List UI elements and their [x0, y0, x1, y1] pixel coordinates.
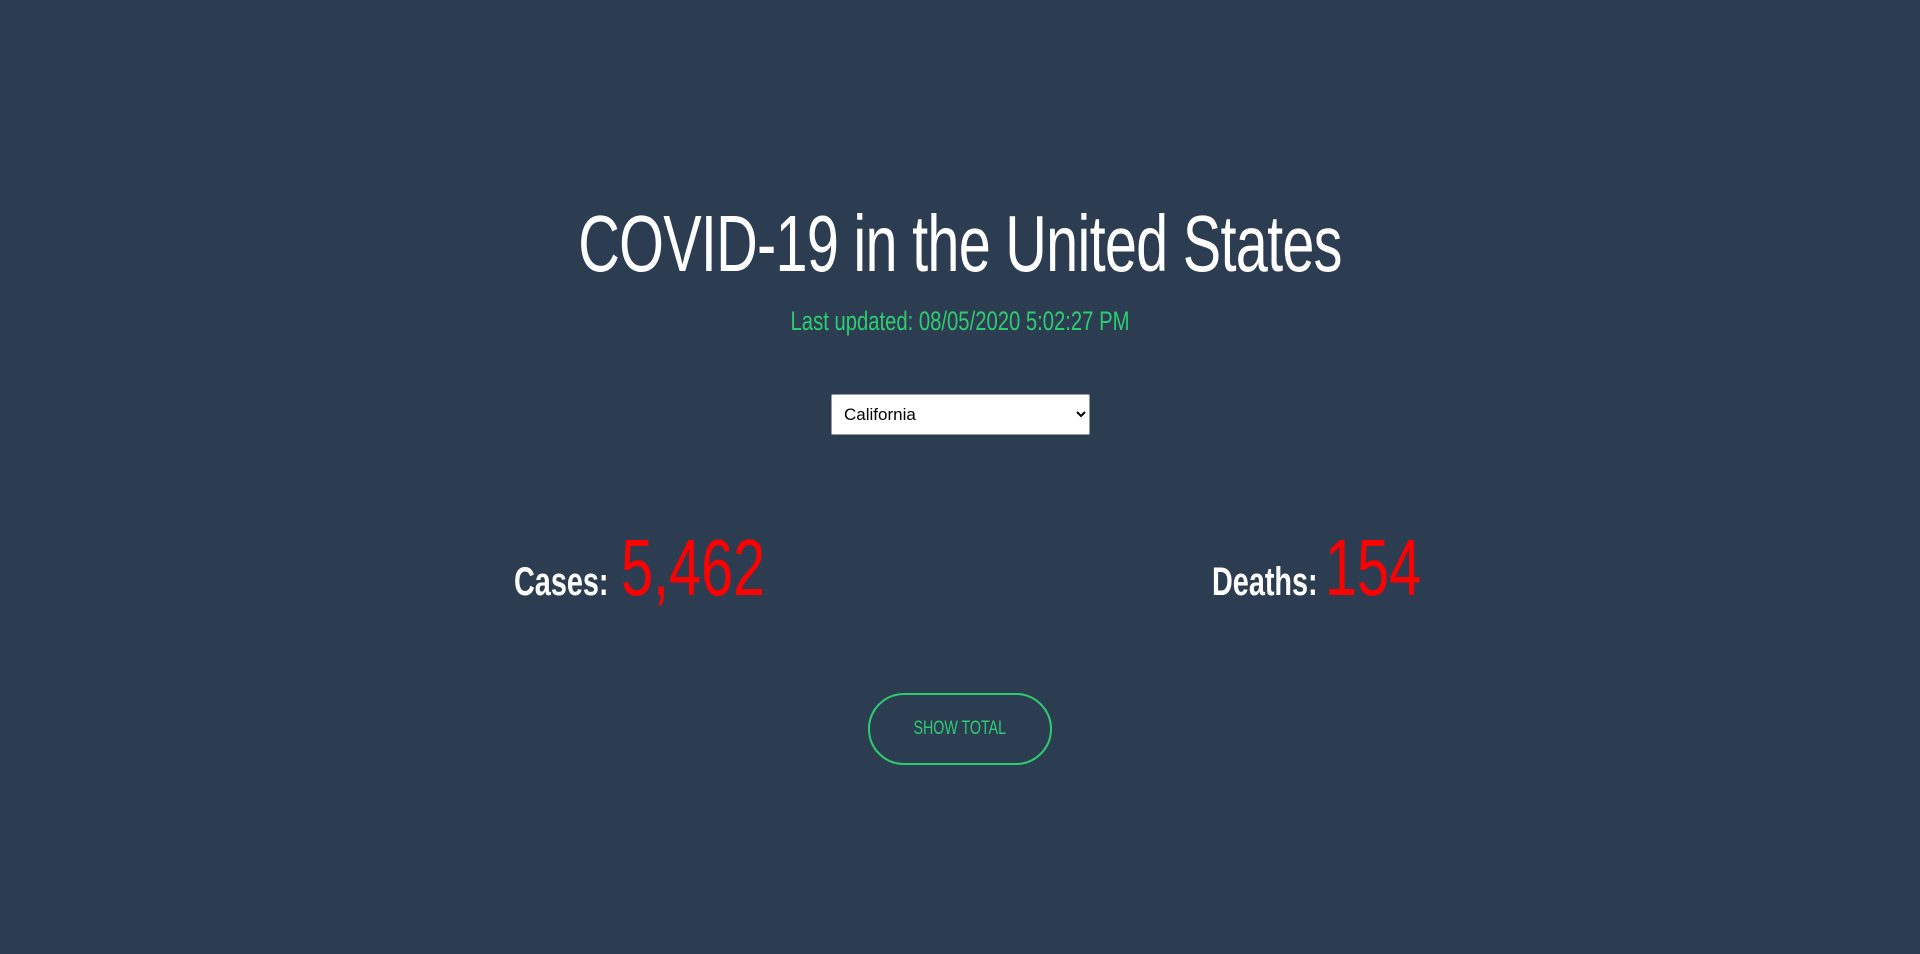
last-updated-text: Last updated: 08/05/2020 5:02:27 PM [790, 306, 1130, 336]
deaths-label: Deaths: [1212, 560, 1318, 604]
show-total-label: SHOW TOTAL [913, 718, 1007, 739]
deaths-value: 154 [1325, 523, 1422, 612]
deaths-stat: Deaths: 154 [1212, 522, 1459, 612]
state-select[interactable]: California [831, 394, 1090, 435]
cases-value: 5,462 [620, 523, 765, 612]
show-total-button[interactable]: SHOW TOTAL [868, 693, 1052, 765]
cases-label: Cases: [514, 560, 609, 604]
page-title: COVID-19 in the United States [578, 199, 1342, 288]
cases-stat: Cases: 5,462 [514, 522, 821, 612]
